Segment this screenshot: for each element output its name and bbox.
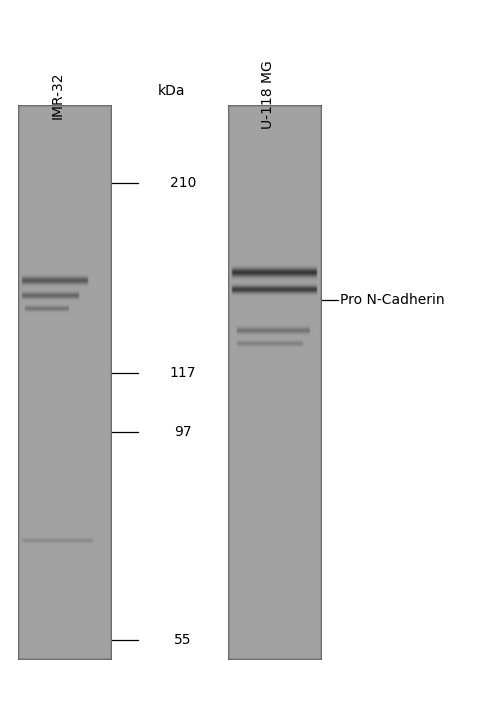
Text: Pro N-Cadherin: Pro N-Cadherin <box>340 293 445 307</box>
Text: U-118 MG: U-118 MG <box>261 61 275 129</box>
Text: 55: 55 <box>174 633 192 647</box>
Text: kDa: kDa <box>158 84 186 98</box>
Text: IMR-32: IMR-32 <box>51 71 65 118</box>
Text: 117: 117 <box>170 366 196 380</box>
Text: 97: 97 <box>174 425 192 439</box>
Text: 210: 210 <box>170 176 196 190</box>
